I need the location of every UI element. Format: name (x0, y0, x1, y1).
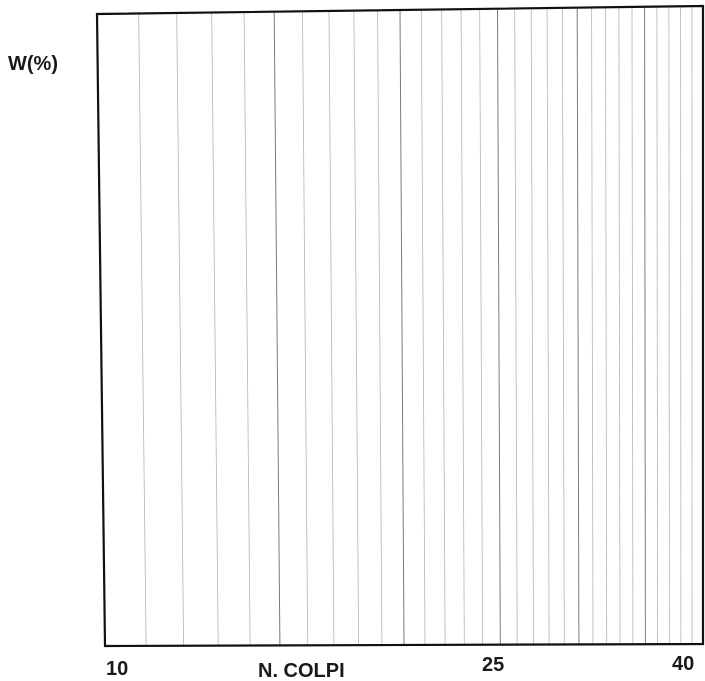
x-gridline-major-15 (273, 12, 281, 645)
x-gridline-minor-34 (631, 7, 634, 644)
x-gridline-minor-18 (353, 11, 359, 645)
x-gridline-major-30 (576, 8, 580, 644)
x-gridline-minor-17 (328, 11, 335, 645)
x-gridline-minor-22 (441, 10, 446, 644)
x-gridline-minor-24 (479, 9, 484, 644)
plot-frame (95, 4, 705, 648)
x-gridline-minor-16 (302, 12, 309, 645)
x-gridline-minor-14 (243, 13, 251, 645)
x-gridline-minor-21 (420, 10, 426, 644)
x-gridline-major-20 (399, 10, 405, 645)
x-gridline-minor-28 (546, 9, 550, 644)
x-gridline-minor-36 (656, 7, 658, 644)
grid-lines (138, 7, 693, 645)
x-tick-label-40: 40 (672, 653, 694, 675)
x-gridline-minor-29 (562, 8, 565, 644)
x-gridline-minor-11 (138, 14, 147, 645)
x-tick-label-10: 10 (106, 658, 128, 680)
x-gridline-minor-23 (460, 10, 465, 644)
x-gridline-minor-37 (668, 7, 670, 644)
x-gridline-minor-32 (605, 8, 608, 644)
x-gridline-minor-33 (618, 8, 621, 644)
x-gridline-minor-27 (530, 9, 534, 644)
x-gridline-minor-12 (176, 13, 184, 645)
x-gridline-minor-13 (211, 13, 219, 645)
x-axis-label: N. COLPI (258, 660, 345, 681)
x-gridline-minor-19 (377, 11, 383, 645)
x-gridline-major-35 (644, 7, 646, 644)
x-tick-label-25: 25 (482, 654, 504, 676)
y-axis-label: W(%) (8, 53, 58, 75)
x-gridline-minor-26 (514, 9, 518, 644)
x-gridline-major-25 (497, 9, 501, 644)
x-gridline-minor-31 (591, 8, 594, 644)
